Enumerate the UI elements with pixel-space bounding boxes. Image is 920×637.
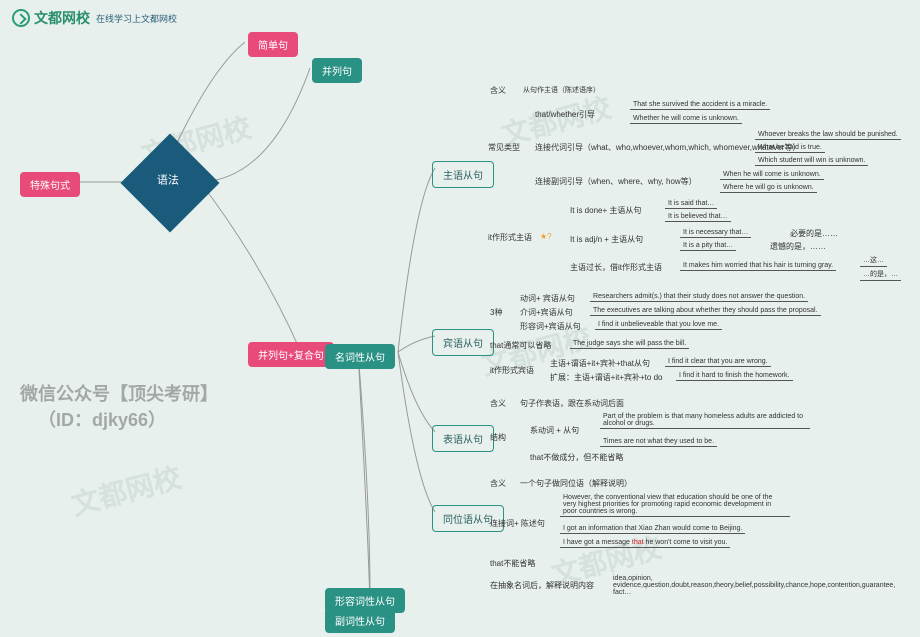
app-ex2: I got an information that Xiao Zhan woul… bbox=[560, 524, 745, 534]
app-meaning: 一个句子做同位语（解释说明） bbox=[520, 478, 632, 489]
obj-it2: 扩展：主语+谓语+it+宾补+to do bbox=[550, 372, 662, 383]
noun-clause: 名词性从句 bbox=[325, 344, 395, 369]
wechat-promo: 微信公众号【顶尖考研】 （ID：djky66） bbox=[20, 380, 218, 432]
subject-clause: 主语从句 bbox=[432, 161, 494, 188]
subj-it2-ex1-note: 必要的是…… bbox=[790, 228, 838, 239]
obj-p-ex: The executives are talking about whether… bbox=[590, 306, 821, 316]
subj-it3-n1: …这… bbox=[860, 254, 887, 267]
subj-it3-n2: …的是，… bbox=[860, 268, 901, 281]
subj-it3-ex: It makes him worried that his hair is tu… bbox=[680, 261, 836, 271]
wechat-line1: 微信公众号【顶尖考研】 bbox=[20, 380, 218, 406]
star-icon: ★? bbox=[540, 232, 552, 241]
subj-types-label: 常见类型 bbox=[488, 142, 520, 153]
adv-clause: 副词性从句 bbox=[325, 608, 395, 633]
predicative-clause: 表语从句 bbox=[432, 425, 494, 452]
compound-sentence: 并列句 bbox=[312, 58, 362, 83]
app-that: that不能省略 bbox=[490, 558, 535, 569]
logo-tagline: 在线学习上文都网校 bbox=[96, 12, 177, 25]
wechat-line2: （ID：djky66） bbox=[20, 406, 218, 432]
subj-it2-ex2: It is a pity that… bbox=[680, 241, 736, 251]
obj-v: 动词+ 宾语从句 bbox=[520, 293, 575, 304]
logo-icon bbox=[12, 9, 30, 27]
grammar-diamond: 语法 bbox=[121, 134, 220, 233]
pred-ex1: Part of the problem is that many homeles… bbox=[600, 412, 810, 429]
obj-it: it作形式宾语 bbox=[490, 365, 534, 376]
subj-t2-ex1: Whoever breaks the law should be punishe… bbox=[755, 130, 901, 140]
complex-sentence: 并列句+复合句 bbox=[248, 342, 334, 367]
subj-it3: 主语过长，借it作形式主语 bbox=[570, 262, 662, 273]
subj-t3-ex1: When he will come is unknown. bbox=[720, 170, 824, 180]
subj-type3: 连接副词引导（when、where、why, how等） bbox=[535, 176, 697, 187]
pred-meaning-l: 含义 bbox=[490, 398, 506, 409]
root-node: 特殊句式 bbox=[20, 172, 80, 197]
subj-t2-ex3: Which student will win is unknown. bbox=[755, 156, 868, 166]
pred-note: that不做成分，但不能省略 bbox=[530, 452, 623, 463]
obj-3: 3种 bbox=[490, 307, 502, 318]
app-conn: 连接词+ 陈述句 bbox=[490, 518, 545, 529]
pred-ex2: Times are not what they used to be. bbox=[600, 437, 717, 447]
obj-it1-ex: I find it clear that you are wrong. bbox=[665, 357, 771, 367]
subj-t3-ex2: Where he will go is unknown. bbox=[720, 183, 817, 193]
simple-sentence: 简单句 bbox=[248, 32, 298, 57]
app-abstract: idea,opinion, evidence,question,doubt,re… bbox=[610, 574, 900, 597]
subj-meaning: 从句作主语（陈述语序） bbox=[520, 84, 603, 96]
obj-v-ex: Researchers admit(s.) that their study d… bbox=[590, 292, 808, 302]
subj-it1-ex2: It is believed that… bbox=[665, 212, 731, 222]
subj-it2: It is adj/n + 主语从句 bbox=[570, 234, 643, 245]
app-ex3: I have got a message that he won't come … bbox=[560, 538, 730, 548]
subj-meaning-label: 含义 bbox=[490, 85, 506, 96]
grammar-label: 语法 bbox=[157, 171, 179, 187]
logo-brand: 文都网校 bbox=[34, 8, 90, 28]
pred-struct: 结构 bbox=[490, 432, 506, 443]
subj-it-label: it作形式主语 bbox=[488, 232, 532, 243]
subj-t1-ex2: Whether he will come is unknown. bbox=[630, 114, 742, 124]
brand-logo: 文都网校 在线学习上文都网校 bbox=[12, 8, 177, 28]
app-ex1: However, the conventional view that educ… bbox=[560, 493, 790, 517]
subj-it1-ex1: It is said that… bbox=[665, 199, 717, 209]
obj-p: 介词+宾语从句 bbox=[520, 307, 573, 318]
pred-meaning: 句子作表语，跟在系动词后面 bbox=[520, 398, 624, 409]
obj-that: that通常可以省略 bbox=[490, 340, 551, 351]
obj-that-ex: The judge says she will pass the bill. bbox=[570, 339, 689, 349]
obj-a-ex: I find it unbelieveable that you love me… bbox=[595, 320, 722, 330]
pred-link: 系动词 + 从句 bbox=[530, 425, 579, 436]
subj-it2-ex1: It is necessary that… bbox=[680, 228, 751, 238]
obj-a: 形容词+宾语从句 bbox=[520, 321, 581, 332]
subj-t2-ex2: What he said is true. bbox=[755, 143, 825, 153]
subj-type1: that/whether引导 bbox=[535, 109, 595, 120]
object-clause: 宾语从句 bbox=[432, 329, 494, 356]
subj-it1: It is done+ 主语从句 bbox=[570, 205, 641, 216]
app-meaning-l: 含义 bbox=[490, 478, 506, 489]
subj-t1-ex1: That she survived the accident is a mira… bbox=[630, 100, 770, 110]
watermark: 文都网校 bbox=[67, 456, 186, 524]
obj-it1: 主语+谓语+it+宾补+that从句 bbox=[550, 358, 650, 369]
subj-it2-ex2-note: 遗憾的是，…… bbox=[770, 241, 826, 252]
app-abstract-l: 在抽象名词后，解释说明内容 bbox=[490, 580, 594, 591]
obj-it2-ex: I find it hard to finish the homework. bbox=[676, 371, 793, 381]
